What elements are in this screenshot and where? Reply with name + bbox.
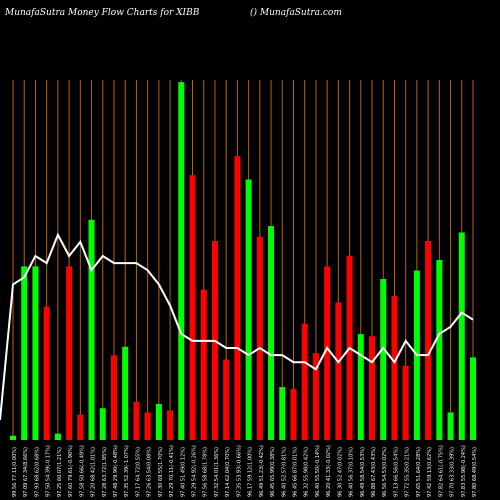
x-axis-tick-label: 96.49 51.23(-0.42%) [259, 445, 265, 497]
x-axis-tick-label: 97.20 68.42(1.01%) [91, 447, 97, 497]
site-credit: () MunafaSutra.com [250, 8, 342, 18]
chart-title: MunafaSutra Money Flow Charts for XIBB [5, 8, 200, 18]
money-flow-bar [234, 156, 241, 440]
x-axis-tick-label: 97.72 55.35(0.21%) [405, 447, 411, 497]
money-flow-bar [155, 404, 162, 440]
x-axis-tick-label: 97.17 64.72(0.55%) [135, 447, 141, 497]
money-flow-bar [133, 401, 140, 440]
x-axis-tick-label: 97.35 52.39(-1.07%) [124, 445, 130, 497]
x-axis-tick-label: 97.29 70.11(-0.41%) [169, 445, 175, 497]
x-axis-tick-label: 97.48 29.90(-0.48%) [113, 445, 119, 497]
money-flow-bar [144, 412, 151, 440]
money-flow-bar [312, 353, 319, 440]
money-flow-bar [447, 412, 454, 440]
x-axis-tick-label: 97.50 54.39(-0.17%) [46, 445, 52, 497]
money-flow-bar [301, 323, 308, 440]
money-flow-bar [21, 266, 28, 440]
money-flow-bar [122, 346, 129, 440]
money-flow-bars [10, 82, 476, 440]
x-axis-tick-label: 96.45 66.87(0.01%) [292, 447, 298, 497]
x-axis-tick-label: 97.60 79.61(-0.90%) [68, 445, 74, 497]
money-flow-bar [425, 240, 432, 440]
money-flow-bar [110, 355, 117, 440]
x-axis-tick-label: 96.45 65.99(0.38%) [270, 447, 276, 497]
x-axis-tick-label: 97.42 59.13(0.62%) [427, 447, 433, 497]
x-axis-tick-label: 97.26 63.54(0.08%) [147, 447, 153, 497]
x-axis-tick-label: 96.40 55.50(-0.14%) [315, 445, 321, 497]
x-axis-tick-label: 96.49 58.54(0.53%) [360, 447, 366, 497]
x-axis-tick-label: 96.32 55.98(0.42%) [304, 447, 310, 497]
money-flow-bar [290, 389, 297, 440]
money-flow-bar [245, 179, 252, 440]
money-flow-bar [458, 232, 465, 440]
money-flow-bar [178, 82, 185, 440]
x-axis-tick-label: 96.30 52.47(0.02%) [337, 447, 343, 497]
x-axis-tick-label: 97.93 68.62(0.68%) [34, 447, 40, 497]
money-flow-bar [402, 365, 409, 440]
money-flow-bar [256, 236, 263, 440]
x-axis-labels: 99.56 77.11(0.00%) 97.09 67.34(8.66%) 97.9… [12, 445, 478, 497]
money-flow-bar [200, 289, 207, 440]
money-flow-bar [77, 414, 84, 440]
money-flow-bar [10, 435, 16, 440]
x-axis-tick-label: 97.29 54.92(-0.26%) [192, 445, 198, 497]
money-flow-bar [66, 266, 73, 440]
money-flow-bar [436, 260, 443, 440]
x-axis-tick-label: 97.65 51.64(0.28%) [416, 447, 422, 497]
x-axis-tick-label: 96.88 67.43(0.43%) [371, 447, 377, 497]
x-axis-tick-label: 97.09 67.34(8.66%) [23, 447, 29, 497]
money-flow-bar [324, 266, 331, 440]
money-flow-bar [223, 359, 230, 440]
money-flow-bar [335, 302, 342, 440]
x-axis-tick-label: 97.40 51.49(0.12%) [180, 447, 186, 497]
money-flow-bar [391, 296, 398, 440]
x-axis-tick-label: 96.56 54.53(0.02%) [382, 447, 388, 497]
x-axis-tick-label: 96.20 41.33(-0.02%) [326, 445, 332, 497]
money-flow-bar [54, 433, 61, 440]
x-axis-tick-label: 97.58 50.66(-0.49%) [79, 445, 85, 497]
x-axis-tick-label: 97.30 69.55(1.70%) [158, 447, 164, 497]
money-flow-bar [357, 334, 364, 440]
money-flow-bar [43, 306, 50, 440]
x-axis-tick-label: 97.83 55.98(-0.24%) [461, 445, 467, 497]
x-axis-tick-label: 97.80 68.49(0.54%) [472, 447, 478, 497]
money-flow-bar [167, 410, 174, 440]
x-axis-tick-label: 97.70 63.33(0.39%) [450, 447, 456, 497]
money-flow-bar [369, 336, 376, 440]
money-flow-bar [88, 219, 95, 440]
x-axis-tick-label: 97.35 53.93(-0.66%) [236, 445, 242, 497]
x-axis-tick-label: 96.40 52.57(0.81%) [281, 447, 287, 497]
x-axis-tick-label: 96.40 56.37(0.10%) [349, 447, 355, 497]
price-line [0, 232, 474, 421]
money-flow-bar [32, 266, 39, 440]
x-axis-tick-label: 99.56 77.11(0.00%) [12, 447, 18, 497]
money-flow-bar [380, 279, 387, 440]
money-flow-bar [99, 408, 106, 440]
x-axis-tick-label: 97.82 64.61(-0.75%) [438, 445, 444, 497]
money-flow-bar [268, 226, 275, 440]
x-axis-tick-label: 97.14 62.04(0.70%) [225, 447, 231, 497]
x-axis-tick-label: 96.17 59.12(1.00%) [248, 447, 254, 497]
x-axis-tick-label: 97.56 58.68(1.78%) [203, 447, 209, 497]
price-line-path [0, 232, 474, 421]
money-flow-bar [189, 175, 196, 440]
money-flow-bar [470, 357, 476, 440]
x-axis-tick-label: 97.28 63.72(1.95%) [102, 447, 108, 497]
x-axis-tick-label: 97.25 60.07(1.21%) [57, 447, 63, 497]
x-axis-tick-label: 97.32 54.01(1.36%) [214, 447, 220, 497]
money-flow-bar [279, 387, 286, 440]
x-axis-tick-label: 97.13 66.56(0.54%) [393, 447, 399, 497]
